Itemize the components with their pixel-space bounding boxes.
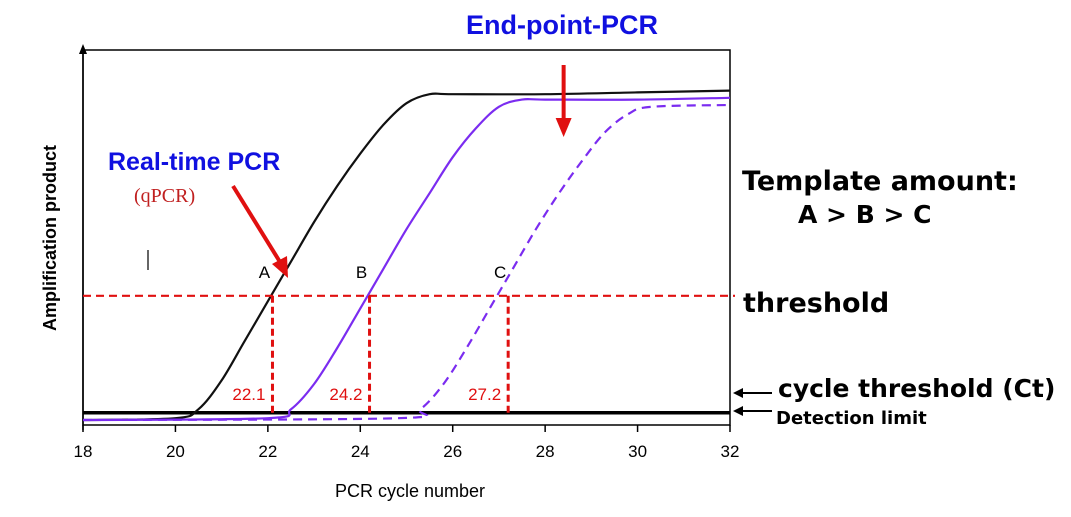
x-tick-label: 28 bbox=[536, 442, 555, 461]
amplification-curve-a bbox=[82, 89, 731, 422]
x-tick-label: 20 bbox=[166, 442, 185, 461]
end-point-pcr-title: End-point-PCR bbox=[466, 10, 658, 40]
ct-pointer-arrow-head bbox=[733, 388, 743, 398]
detection-pointer-arrow-head bbox=[733, 406, 743, 416]
real-time-pcr-title: Real-time PCR bbox=[108, 148, 281, 176]
ct-value-label: 22.1 bbox=[232, 385, 265, 404]
y-axis-label: Amplification product bbox=[40, 145, 60, 331]
x-tick-label: 32 bbox=[721, 442, 740, 461]
curve-point-label: C bbox=[494, 263, 506, 282]
x-tick-label: 30 bbox=[628, 442, 647, 461]
plot-area-frame bbox=[82, 49, 731, 426]
x-axis-label: PCR cycle number bbox=[335, 481, 485, 501]
x-tick-label: 22 bbox=[258, 442, 277, 461]
amplification-curve-b bbox=[82, 96, 731, 422]
curve-point-label: A bbox=[259, 263, 271, 282]
real-time-arrow-shaft bbox=[231, 184, 282, 264]
end-point-arrow-head bbox=[555, 118, 572, 137]
x-tick-label: 18 bbox=[74, 442, 93, 461]
real-time-arrow-head bbox=[272, 256, 288, 278]
qpcr-subtitle: (qPCR) bbox=[134, 185, 196, 207]
ct-value-label: 24.2 bbox=[329, 385, 362, 404]
y-axis-arrowhead bbox=[79, 44, 87, 54]
template-amount-label: Template amount: bbox=[742, 166, 1018, 197]
x-tick-label: 26 bbox=[443, 442, 462, 461]
amplification-curve-c bbox=[82, 103, 731, 422]
curve-point-label: B bbox=[356, 263, 367, 282]
cycle-threshold-label: cycle threshold (Ct) bbox=[778, 374, 1056, 403]
ct-value-label: 27.2 bbox=[468, 385, 501, 404]
detection-limit-label: Detection limit bbox=[776, 408, 927, 429]
template-order-label: A > B > C bbox=[798, 200, 932, 229]
threshold-label: threshold bbox=[743, 288, 890, 319]
x-tick-label: 24 bbox=[351, 442, 370, 461]
